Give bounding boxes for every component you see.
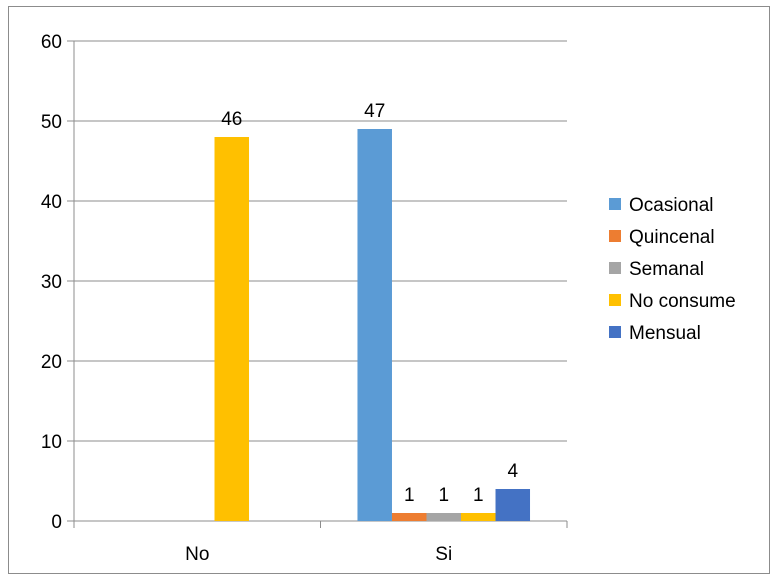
y-tick-label: 40 bbox=[41, 192, 62, 213]
category-label: Si bbox=[435, 544, 452, 565]
y-tick-label: 10 bbox=[41, 432, 62, 453]
axes: 0 10 20 30 40 50 60 No Si bbox=[41, 32, 568, 565]
legend-swatch bbox=[609, 198, 621, 210]
bars bbox=[214, 129, 531, 521]
legend-label: No consume bbox=[629, 291, 736, 312]
data-label: 1 bbox=[404, 485, 415, 506]
bar-mensual-si bbox=[495, 489, 531, 521]
data-label: 46 bbox=[221, 109, 242, 130]
legend-label: Quincenal bbox=[629, 227, 715, 248]
bar-no-consume-si bbox=[461, 513, 496, 521]
data-label: 1 bbox=[438, 485, 449, 506]
data-labels: 47 1 1 46 1 4 bbox=[221, 101, 518, 506]
legend-swatch bbox=[609, 262, 621, 274]
gridlines bbox=[74, 40, 567, 442]
legend-swatch bbox=[609, 230, 621, 242]
legend-label: Ocasional bbox=[629, 195, 714, 216]
legend-label: Mensual bbox=[629, 323, 701, 344]
y-tick-label: 0 bbox=[51, 512, 62, 533]
legend-swatch bbox=[609, 326, 621, 338]
legend-label: Semanal bbox=[629, 259, 704, 280]
data-label: 47 bbox=[364, 101, 385, 122]
bar-quincenal-si bbox=[391, 513, 427, 521]
legend: Ocasional Quincenal Semanal No consume Mensu… bbox=[609, 195, 736, 344]
y-tick-label: 30 bbox=[41, 272, 62, 293]
bar-ocasional-si bbox=[357, 129, 392, 521]
y-tick-label: 50 bbox=[41, 112, 62, 133]
data-label: 1 bbox=[473, 485, 484, 506]
category-label: No bbox=[185, 544, 209, 565]
y-tick-label: 60 bbox=[41, 32, 62, 53]
bar-semanal-si bbox=[426, 513, 462, 521]
legend-swatch bbox=[609, 294, 621, 306]
y-tick-label: 20 bbox=[41, 352, 62, 373]
data-label: 4 bbox=[507, 461, 518, 482]
bar-no-consume-no bbox=[214, 137, 250, 521]
